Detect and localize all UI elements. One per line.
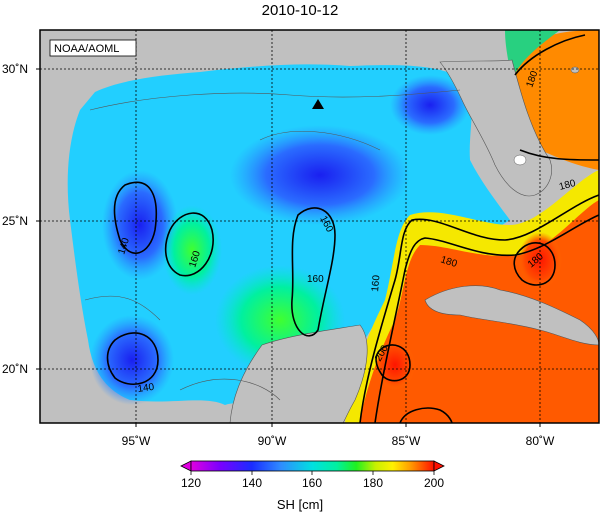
station-marker-icon bbox=[312, 99, 324, 109]
yucatan-land bbox=[229, 324, 368, 423]
contour-lines bbox=[106, 181, 556, 423]
low-height-region-west bbox=[102, 170, 178, 280]
contour-label: 160 bbox=[370, 274, 382, 292]
thin-contours bbox=[84, 89, 461, 401]
colorbar-tick: 180 bbox=[363, 476, 383, 490]
lon-label: 95˚W bbox=[122, 434, 151, 448]
axis-ticks bbox=[36, 68, 541, 427]
credit-box bbox=[49, 39, 137, 57]
contour-label: 140 bbox=[116, 236, 132, 256]
colorbar-min-arrow bbox=[180, 460, 192, 472]
low-height-region-southwest bbox=[90, 315, 174, 405]
colorbar-tick: 200 bbox=[424, 476, 444, 490]
colorbar-tick: 120 bbox=[181, 476, 201, 490]
contour-label: 160 bbox=[307, 274, 324, 285]
island bbox=[513, 154, 527, 166]
lon-label: 90˚W bbox=[258, 434, 287, 448]
lon-label: 85˚W bbox=[392, 434, 421, 448]
atlantic-water-cool bbox=[505, 30, 560, 80]
lat-label: 20˚N bbox=[2, 362, 28, 376]
lon-label: 80˚W bbox=[526, 434, 555, 448]
contour-label: 180 bbox=[558, 178, 577, 193]
map-title: 2010-10-12 bbox=[261, 2, 339, 19]
contour-label: 180 bbox=[439, 254, 459, 270]
island bbox=[570, 66, 580, 74]
lat-label: 30˚N bbox=[2, 62, 28, 76]
contour-label: 160 bbox=[187, 249, 203, 269]
colorbar-label: SH [cm] bbox=[276, 497, 324, 512]
low-height-region-northeast bbox=[390, 75, 470, 135]
low-height-region-central bbox=[230, 125, 410, 225]
map-frame: 180 180 160 180 160 140 160 160 200 140 … bbox=[40, 30, 599, 423]
map-border bbox=[39, 29, 600, 424]
graticule bbox=[40, 30, 599, 423]
colorbar-tick: 160 bbox=[302, 476, 322, 490]
contour-label: 140 bbox=[137, 382, 155, 395]
colorbar-tick: 140 bbox=[242, 476, 262, 490]
colorbar: 120 140 160 180 200 bbox=[180, 460, 445, 490]
credit-label: NOAA/AOML bbox=[54, 43, 119, 55]
colorbar-max-arrow bbox=[433, 460, 445, 472]
colorbar-gradient bbox=[190, 460, 435, 472]
lat-label: 25˚N bbox=[2, 214, 28, 228]
